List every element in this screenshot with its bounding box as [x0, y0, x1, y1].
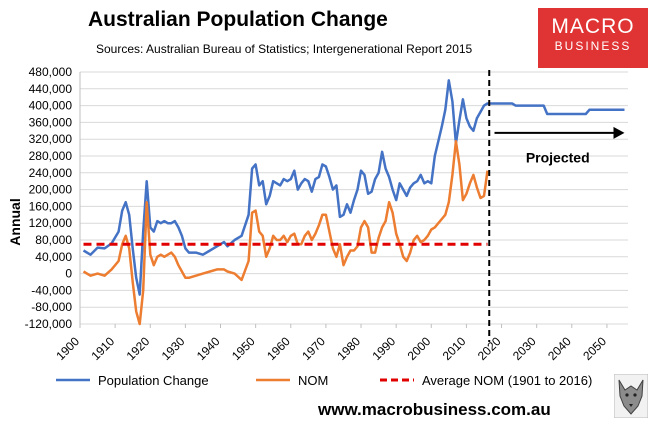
arrow-head-icon [613, 126, 625, 139]
annotation-layer: Projected [488, 70, 625, 342]
y-axis-ticks: -120,000 -80,000 -40,000 0 40,000 80,000 120,0… [25, 65, 73, 331]
x-tick-label: 1920 [124, 334, 153, 363]
legend: Population Change NOM Average NOM (1901 to… [56, 373, 592, 388]
y-tick-label: 40,000 [35, 250, 72, 264]
y-tick-label: 400,000 [29, 99, 73, 113]
x-tick-label: 2040 [545, 334, 574, 363]
macrobusiness-logo: MACRO BUSINESS [538, 8, 648, 68]
x-tick-label: 1980 [334, 334, 363, 363]
y-tick-label: -80,000 [31, 300, 72, 314]
logo-line-2: BUSINESS [554, 39, 632, 53]
y-tick-label: 360,000 [29, 115, 73, 129]
wolf-logo-icon [614, 374, 648, 418]
x-axis-ticks: 1900 1910 1920 1930 1940 1950 1960 1970 1980 1990… [53, 324, 609, 363]
gridlines [79, 71, 628, 325]
series-layer [82, 79, 625, 326]
y-tick-label: -40,000 [31, 283, 72, 297]
x-tick-label: 1960 [264, 334, 293, 363]
y-tick-label: 120,000 [29, 216, 73, 230]
y-tick-label: 160,000 [29, 199, 73, 213]
y-tick-label: 280,000 [29, 149, 73, 163]
y-tick-label: 80,000 [35, 233, 72, 247]
x-tick-label: 2020 [475, 334, 504, 363]
y-tick-label: 200,000 [29, 183, 73, 197]
y-axis-label: Annual [7, 198, 23, 245]
chart-subtitle: Sources: Australian Bureau of Statistics… [96, 42, 473, 56]
y-tick-label: 240,000 [29, 166, 73, 180]
chart-title: Australian Population Change [88, 8, 388, 31]
y-tick-label: 320,000 [29, 132, 73, 146]
x-tick-label: 2050 [580, 334, 609, 363]
x-tick-label: 1930 [159, 334, 188, 363]
website-url: www.macrobusiness.com.au [318, 400, 551, 419]
x-tick-label: 1990 [369, 334, 398, 363]
y-tick-label: 0 [65, 267, 72, 281]
legend-label: Average NOM (1901 to 2016) [422, 373, 592, 388]
legend-label: NOM [298, 373, 328, 388]
x-tick-label: 2030 [510, 334, 539, 363]
projected-annotation: Projected [526, 149, 590, 165]
legend-label: Population Change [98, 373, 209, 388]
logo-line-1: MACRO [551, 15, 635, 38]
x-tick-label: 1970 [299, 334, 328, 363]
y-tick-label: -120,000 [25, 317, 73, 331]
y-tick-label: 480,000 [29, 65, 73, 79]
x-tick-label: 1950 [229, 334, 258, 363]
series-population-change-line [82, 79, 625, 296]
series-nom-line [82, 140, 489, 326]
x-tick-label: 1900 [53, 334, 82, 363]
x-tick-label: 1940 [194, 334, 223, 363]
y-tick-label: 440,000 [29, 82, 73, 96]
x-tick-label: 1910 [88, 334, 117, 363]
x-tick-label: 2000 [405, 334, 434, 363]
x-tick-label: 2010 [440, 334, 469, 363]
